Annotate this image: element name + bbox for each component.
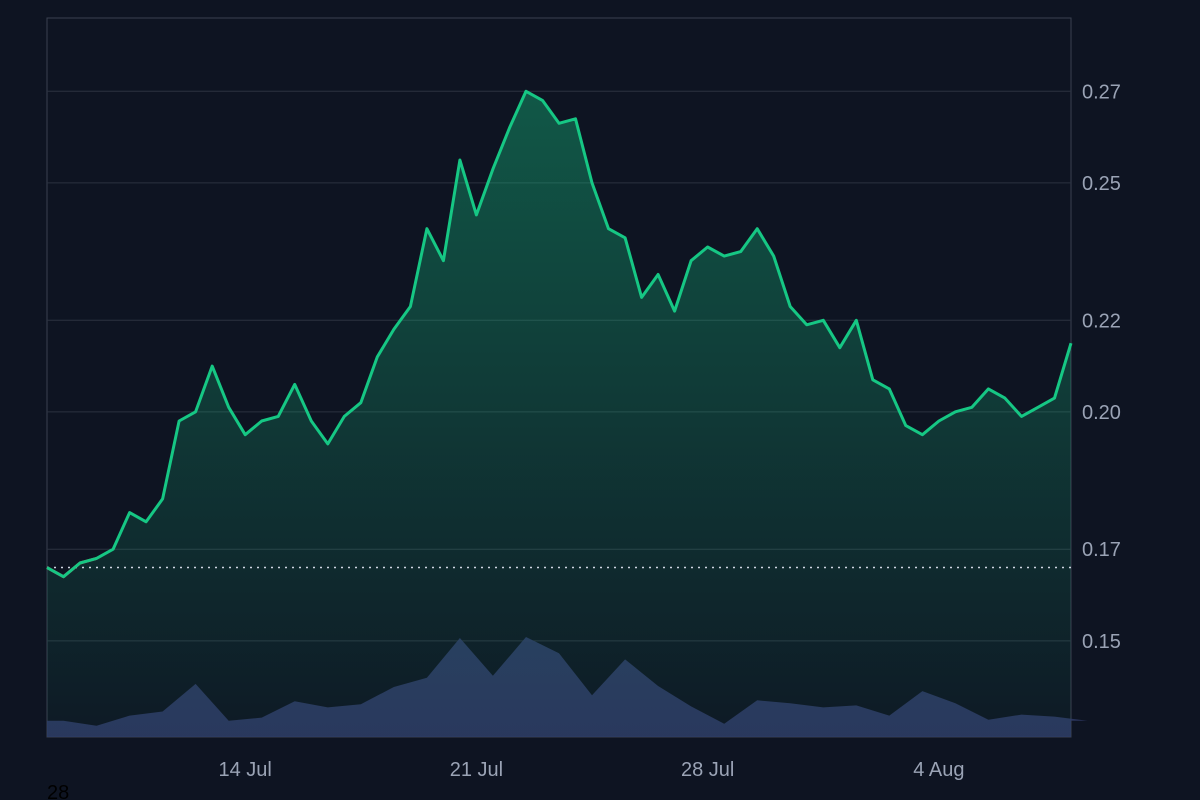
y-tick-label: 0.20	[1082, 402, 1121, 424]
price-line[interactable]	[46, 89, 1073, 579]
y-tick-label: 0.22	[1082, 310, 1121, 332]
y-tick-label: 0.15	[1082, 631, 1121, 653]
price-area-fill	[47, 91, 1071, 738]
y-tick-label: 0.17	[1082, 539, 1121, 561]
x-axis-ticks: 14 Jul 21 Jul 28 Jul 4 Aug	[219, 759, 965, 781]
x-tick-label: 14 Jul	[219, 759, 272, 781]
corner-label: 28	[47, 782, 69, 800]
x-tick-label: 28 Jul	[681, 759, 734, 781]
x-tick-label: 4 Aug	[913, 759, 964, 781]
y-axis-ticks: 0.15 0.17 0.20 0.22 0.25 0.27	[1082, 81, 1121, 653]
y-tick-label: 0.27	[1082, 81, 1121, 103]
y-tick-label: 0.25	[1082, 173, 1121, 195]
x-tick-label: 21 Jul	[450, 759, 503, 781]
